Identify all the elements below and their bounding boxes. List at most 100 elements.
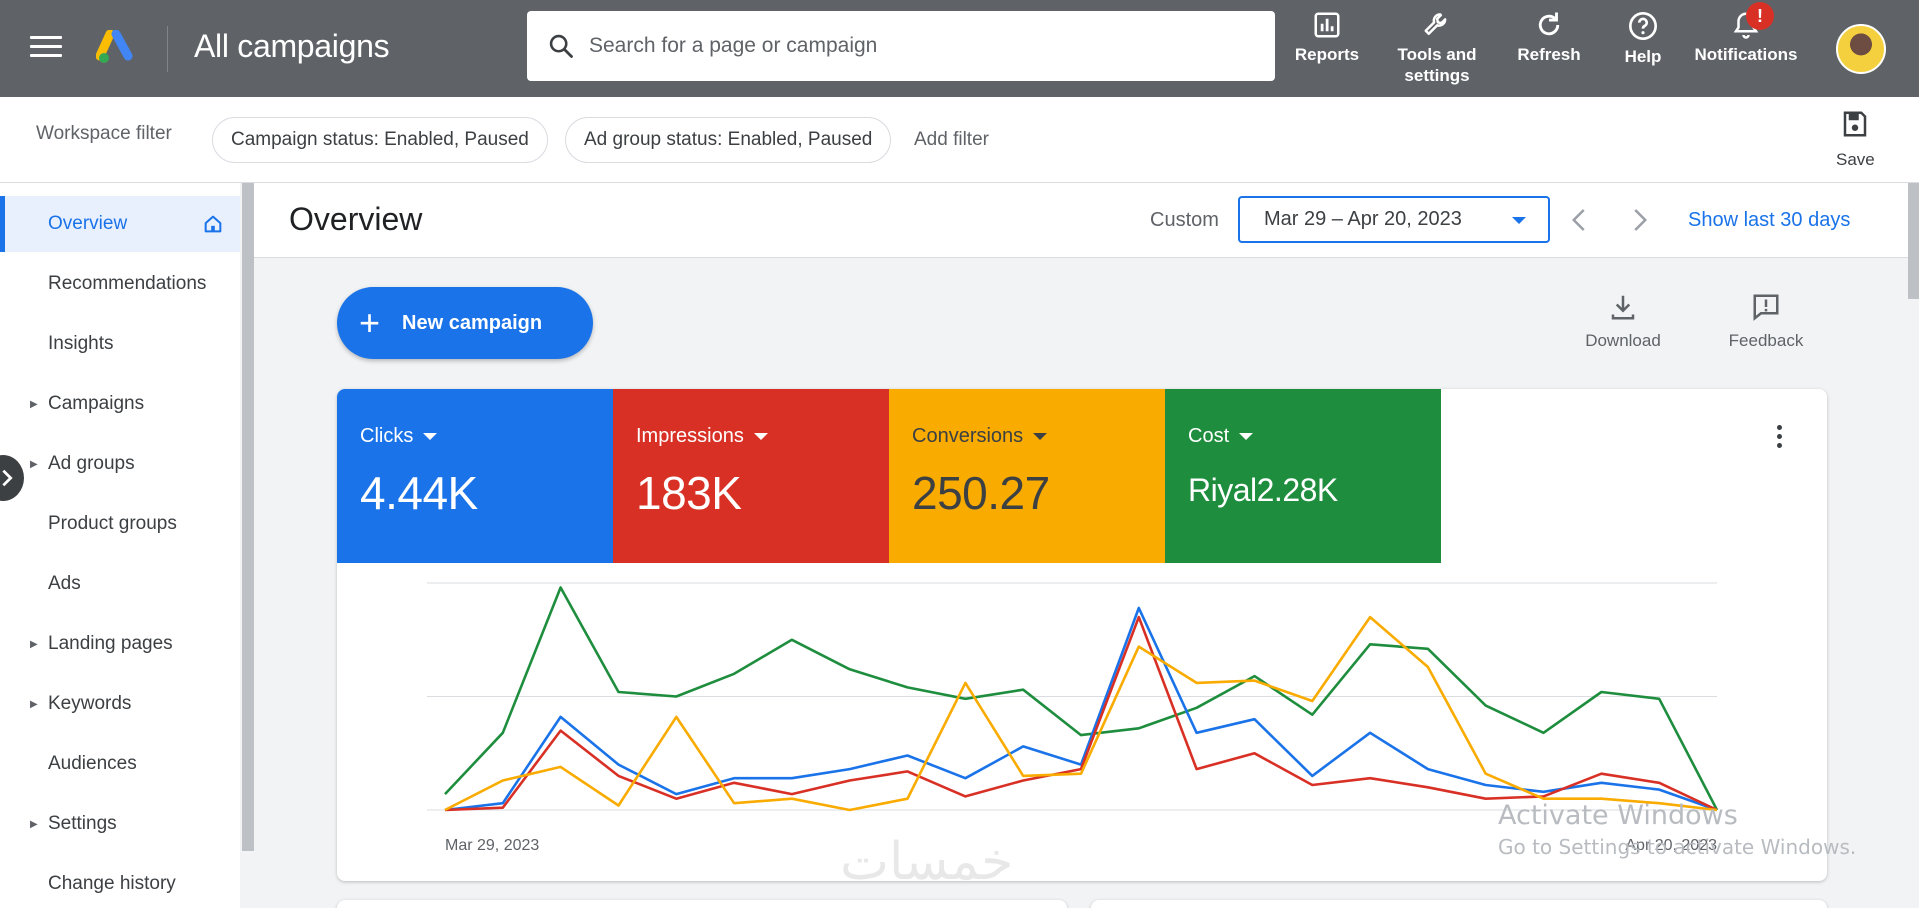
main-scrollbar[interactable]: [1908, 183, 1919, 299]
reports-button[interactable]: Reports: [1292, 10, 1362, 65]
avatar[interactable]: [1836, 24, 1886, 74]
save-button[interactable]: Save: [1836, 109, 1875, 170]
sidebar-item-label: Ad groups: [48, 453, 135, 474]
dropdown-arrow-icon: [753, 433, 768, 440]
sidebar-item-keywords[interactable]: ▶ Keywords: [0, 676, 240, 732]
metric-tile-impressions[interactable]: Impressions 183K: [613, 389, 889, 563]
feedback-label: Feedback: [1728, 331, 1804, 350]
metric-label: Clicks: [360, 425, 414, 447]
more-options-icon[interactable]: [1769, 425, 1789, 461]
help-button[interactable]: Help: [1618, 10, 1668, 67]
series-line-clicks[interactable]: [444, 606, 1718, 812]
next-period-icon[interactable]: [1624, 205, 1654, 235]
sidebar-item-insights[interactable]: Insights: [0, 316, 240, 372]
page-title: Overview: [289, 201, 423, 237]
tools-and-settings-button[interactable]: Tools and settings: [1394, 10, 1480, 86]
date-range-picker[interactable]: Mar 29 – Apr 20, 2023: [1238, 196, 1550, 243]
help-label: Help: [1624, 47, 1662, 66]
reports-label: Reports: [1294, 45, 1360, 64]
lower-card-right: [1091, 900, 1827, 908]
metric-value: Riyal2.28K: [1188, 472, 1338, 508]
sidebar-item-label: Change history: [48, 873, 176, 894]
sidebar-item-label: Insights: [48, 333, 114, 354]
chevron-right-icon: [2, 469, 13, 487]
lower-card-left: [337, 900, 1067, 908]
feedback-button[interactable]: Feedback: [1723, 292, 1809, 351]
tools-label-line2: settings: [1404, 66, 1470, 85]
dropdown-arrow-icon: [1512, 217, 1526, 224]
save-icon: [1844, 111, 1867, 137]
search-box[interactable]: [527, 11, 1275, 81]
reports-icon: [1314, 12, 1340, 38]
previous-period-icon[interactable]: [1565, 205, 1595, 235]
dropdown-arrow-icon: [1239, 433, 1254, 440]
sidebar-item-change-history[interactable]: Change history: [0, 856, 240, 908]
top-bar: All campaigns Reports Tools and settings…: [0, 0, 1919, 97]
metric-tile-cost[interactable]: Cost Riyal2.28K: [1165, 389, 1441, 563]
download-label: Download: [1585, 331, 1661, 350]
new-campaign-label: New campaign: [402, 311, 543, 334]
metric-label: Cost: [1188, 425, 1230, 447]
sidebar-item-audiences[interactable]: Audiences: [0, 736, 240, 792]
notification-badge: !: [1746, 2, 1774, 30]
campaign-status-filter-chip[interactable]: Campaign status: Enabled, Paused: [212, 117, 548, 163]
performance-card: Clicks 4.44K Impressions 183K Conversion…: [337, 389, 1827, 881]
series-line-conversions[interactable]: [444, 615, 1718, 812]
save-label: Save: [1836, 150, 1875, 169]
notifications-label: Notifications: [1694, 45, 1798, 64]
overview-header: Overview Custom Mar 29 – Apr 20, 2023 Sh…: [254, 183, 1908, 258]
metric-label: Conversions: [912, 425, 1024, 447]
sidebar-item-product-groups[interactable]: Product groups: [0, 496, 240, 552]
sidebar-item-label: Settings: [48, 813, 117, 834]
search-icon: [549, 34, 573, 58]
refresh-icon: [1538, 12, 1560, 36]
show-last-30-days-link[interactable]: Show last 30 days: [1688, 209, 1851, 231]
tools-label-line1: Tools and: [1397, 45, 1477, 64]
metric-tile-conversions[interactable]: Conversions 250.27: [889, 389, 1165, 563]
dropdown-arrow-icon: [423, 433, 438, 440]
metric-selector[interactable]: Clicks: [360, 425, 613, 448]
ad-group-status-filter-chip[interactable]: Ad group status: Enabled, Paused: [565, 117, 892, 163]
sidebar-item-label: Audiences: [48, 753, 137, 774]
notifications-button[interactable]: ! Notifications: [1690, 2, 1802, 65]
sidebar-item-recommendations[interactable]: Recommendations: [0, 256, 240, 312]
new-campaign-button[interactable]: + New campaign: [337, 287, 593, 359]
series-line-impressions[interactable]: [444, 615, 1718, 812]
workspace-filter-bar: Workspace filter Campaign status: Enable…: [0, 97, 1919, 183]
sidebar-item-ads[interactable]: Ads: [0, 556, 240, 612]
download-button[interactable]: Download: [1580, 292, 1666, 351]
search-input[interactable]: [589, 34, 1229, 58]
add-filter-button[interactable]: Add filter: [914, 129, 989, 150]
expand-caret-icon[interactable]: ▶: [30, 818, 38, 830]
watermark-line2: Go to Settings to activate Windows.: [1498, 835, 1857, 859]
expand-caret-icon[interactable]: ▶: [30, 638, 38, 650]
sidebar-item-landing-pages[interactable]: ▶ Landing pages: [0, 616, 240, 672]
sidebar-scrollbar[interactable]: [242, 183, 254, 851]
page-header-title: All campaigns: [194, 28, 390, 64]
metric-tile-clicks[interactable]: Clicks 4.44K: [337, 389, 613, 563]
activate-windows-watermark: Activate Windows Go to Settings to activ…: [1498, 800, 1856, 859]
sidebar-item-label: Recommendations: [48, 273, 207, 294]
date-range-type-label: Custom: [1150, 209, 1219, 231]
metric-selector[interactable]: Cost: [1188, 425, 1441, 448]
sidebar-item-ad-groups[interactable]: ▶ Ad groups: [0, 436, 240, 492]
series-line-cost[interactable]: [444, 586, 1719, 811]
sidebar-item-campaigns[interactable]: ▶ Campaigns: [0, 376, 240, 432]
wrench-icon: [1424, 13, 1447, 35]
metric-selector[interactable]: Impressions: [636, 425, 889, 448]
sidebar-item-label: Overview: [48, 213, 128, 234]
refresh-button[interactable]: Refresh: [1514, 10, 1584, 65]
plus-icon: +: [359, 302, 381, 343]
expand-caret-icon[interactable]: ▶: [30, 398, 38, 410]
metric-value: 4.44K: [360, 467, 478, 519]
main-scrollbar-track[interactable]: [1908, 183, 1919, 908]
google-ads-logo[interactable]: [96, 30, 136, 66]
menu-icon[interactable]: [30, 36, 62, 60]
expand-caret-icon[interactable]: ▶: [30, 698, 38, 710]
expand-caret-icon[interactable]: ▶: [30, 458, 38, 470]
sidebar: Overview Recommendations Insights ▶ Campa…: [0, 183, 240, 908]
x-axis-start-label: Mar 29, 2023: [445, 837, 539, 854]
metric-selector[interactable]: Conversions: [912, 425, 1165, 448]
sidebar-item-settings[interactable]: ▶ Settings: [0, 796, 240, 852]
sidebar-item-overview[interactable]: Overview: [0, 196, 240, 252]
